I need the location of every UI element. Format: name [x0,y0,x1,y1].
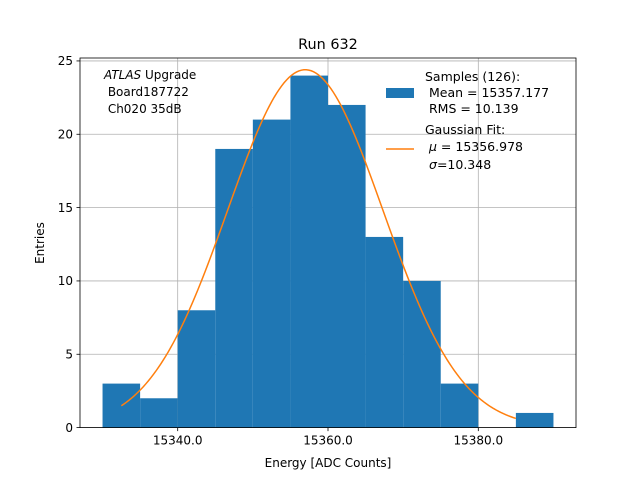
histogram-bar-9 [440,383,479,428]
legend-fit-line-3: σ=10.348 [429,157,491,172]
y-tick-label-0: 0 [65,421,73,435]
y-tick-label-2: 10 [58,274,73,288]
x-axis-ticks: 15340.0 15360.0 15380.0 [153,427,503,448]
x-tick-label-2: 15380.0 [453,434,503,448]
annotation-upgrade: Upgrade [141,68,196,82]
y-tick-label-4: 20 [58,128,73,142]
legend-fit-line-1: Gaussian Fit: [425,122,505,137]
y-tick-label-5: 25 [58,54,73,68]
annotation-line-2: Board187722 [104,85,189,99]
legend-hist-line-2: Mean = 15357.177 [425,85,549,100]
y-axis-ticks: 0 5 10 15 20 25 [58,54,80,435]
legend-fit-line-2: μ = 15356.978 [428,139,523,154]
histogram-bars [102,75,554,428]
annotation-atlas: ATLAS [103,68,142,82]
legend-hist-line-3: RMS = 10.139 [425,101,519,116]
x-tick-label-1: 15360.0 [303,434,353,448]
histogram-bar-1 [140,398,178,428]
legend: Samples (126): Mean = 15357.177 RMS = 10… [386,69,549,172]
histogram-bar-3 [215,148,253,428]
histogram-bar-2 [177,310,216,428]
annotation-line-1: ATLAS Upgrade [103,68,196,82]
x-axis-label: Energy [ADC Counts] [265,456,392,470]
legend-hist-swatch [386,88,414,98]
atlas-annotation: ATLAS Upgrade Board187722 Ch020 35dB [103,68,196,116]
histogram-bar-7 [365,236,404,428]
legend-mu-value: = 15356.978 [437,139,523,154]
legend-hist-line-1: Samples (126): [425,69,520,84]
legend-mu-symbol: μ [428,139,437,154]
annotation-line-3: Ch020 35dB [104,102,182,116]
legend-sigma-symbol: σ [429,157,438,172]
histogram-bar-11 [515,412,554,428]
y-tick-label-1: 5 [65,348,73,362]
x-tick-label-0: 15340.0 [153,434,203,448]
y-tick-label-3: 15 [58,201,73,215]
chart-title: Run 632 [298,37,358,53]
legend-sigma-value: =10.348 [437,157,491,172]
y-axis-label: Entries [33,222,47,264]
gaussian-fit-curve [120,69,517,420]
histogram-bar-6 [328,104,366,428]
histogram-bar-8 [403,280,441,428]
histogram-bar-4 [252,119,291,428]
histogram-bar-5 [290,75,328,428]
